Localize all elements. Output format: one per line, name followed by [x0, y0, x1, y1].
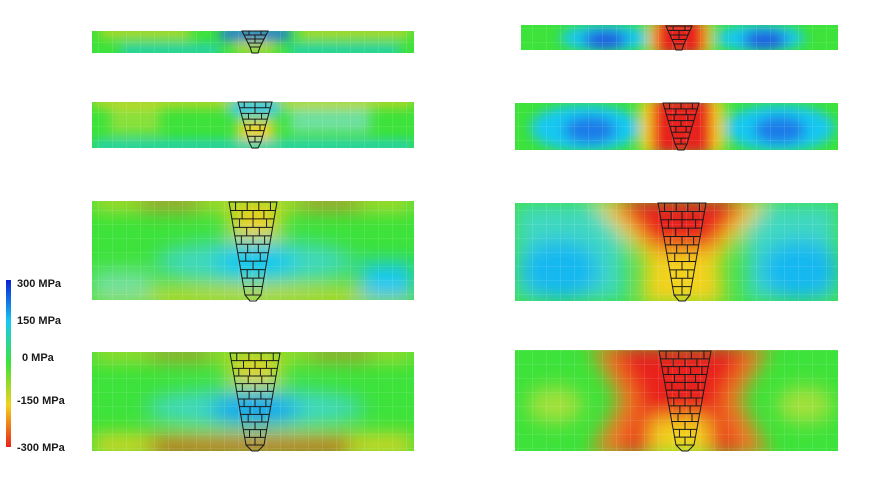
wedge-overlays — [228, 25, 712, 452]
contour-panel-right-4 — [515, 350, 838, 451]
legend-tick-0: 300 MPa — [17, 278, 62, 290]
wedge-left-4 — [229, 352, 281, 452]
legend-tick-3: -150 MPa — [17, 395, 66, 407]
wedge-right-2 — [662, 102, 700, 151]
wedge-left-3 — [228, 201, 278, 302]
contour-panel-right-2 — [515, 103, 838, 150]
legend-tick-1: 150 MPa — [17, 315, 62, 327]
contour-panel-left-4 — [92, 352, 414, 451]
wedge-left-2 — [237, 101, 273, 149]
contour-panel-right-1 — [521, 25, 838, 50]
contour-panel-left-1 — [92, 31, 414, 53]
contour-panel-right-3 — [515, 203, 838, 301]
wedge-right-4 — [658, 350, 712, 452]
wedge-left-1 — [241, 30, 269, 54]
color-legend: 300 MPa 150 MPa 0 MPa -150 MPa -300 MPa — [6, 278, 66, 454]
wedge-right-3 — [657, 202, 707, 302]
legend-tick-2: 0 MPa — [22, 352, 55, 364]
legend-colorbar — [6, 280, 11, 447]
legend-tick-4: -300 MPa — [17, 442, 66, 454]
wedge-right-1 — [665, 25, 693, 51]
